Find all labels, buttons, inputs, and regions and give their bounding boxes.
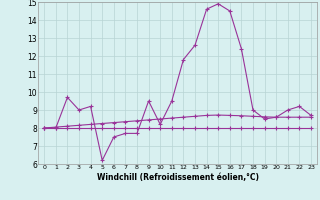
X-axis label: Windchill (Refroidissement éolien,°C): Windchill (Refroidissement éolien,°C) [97,173,259,182]
